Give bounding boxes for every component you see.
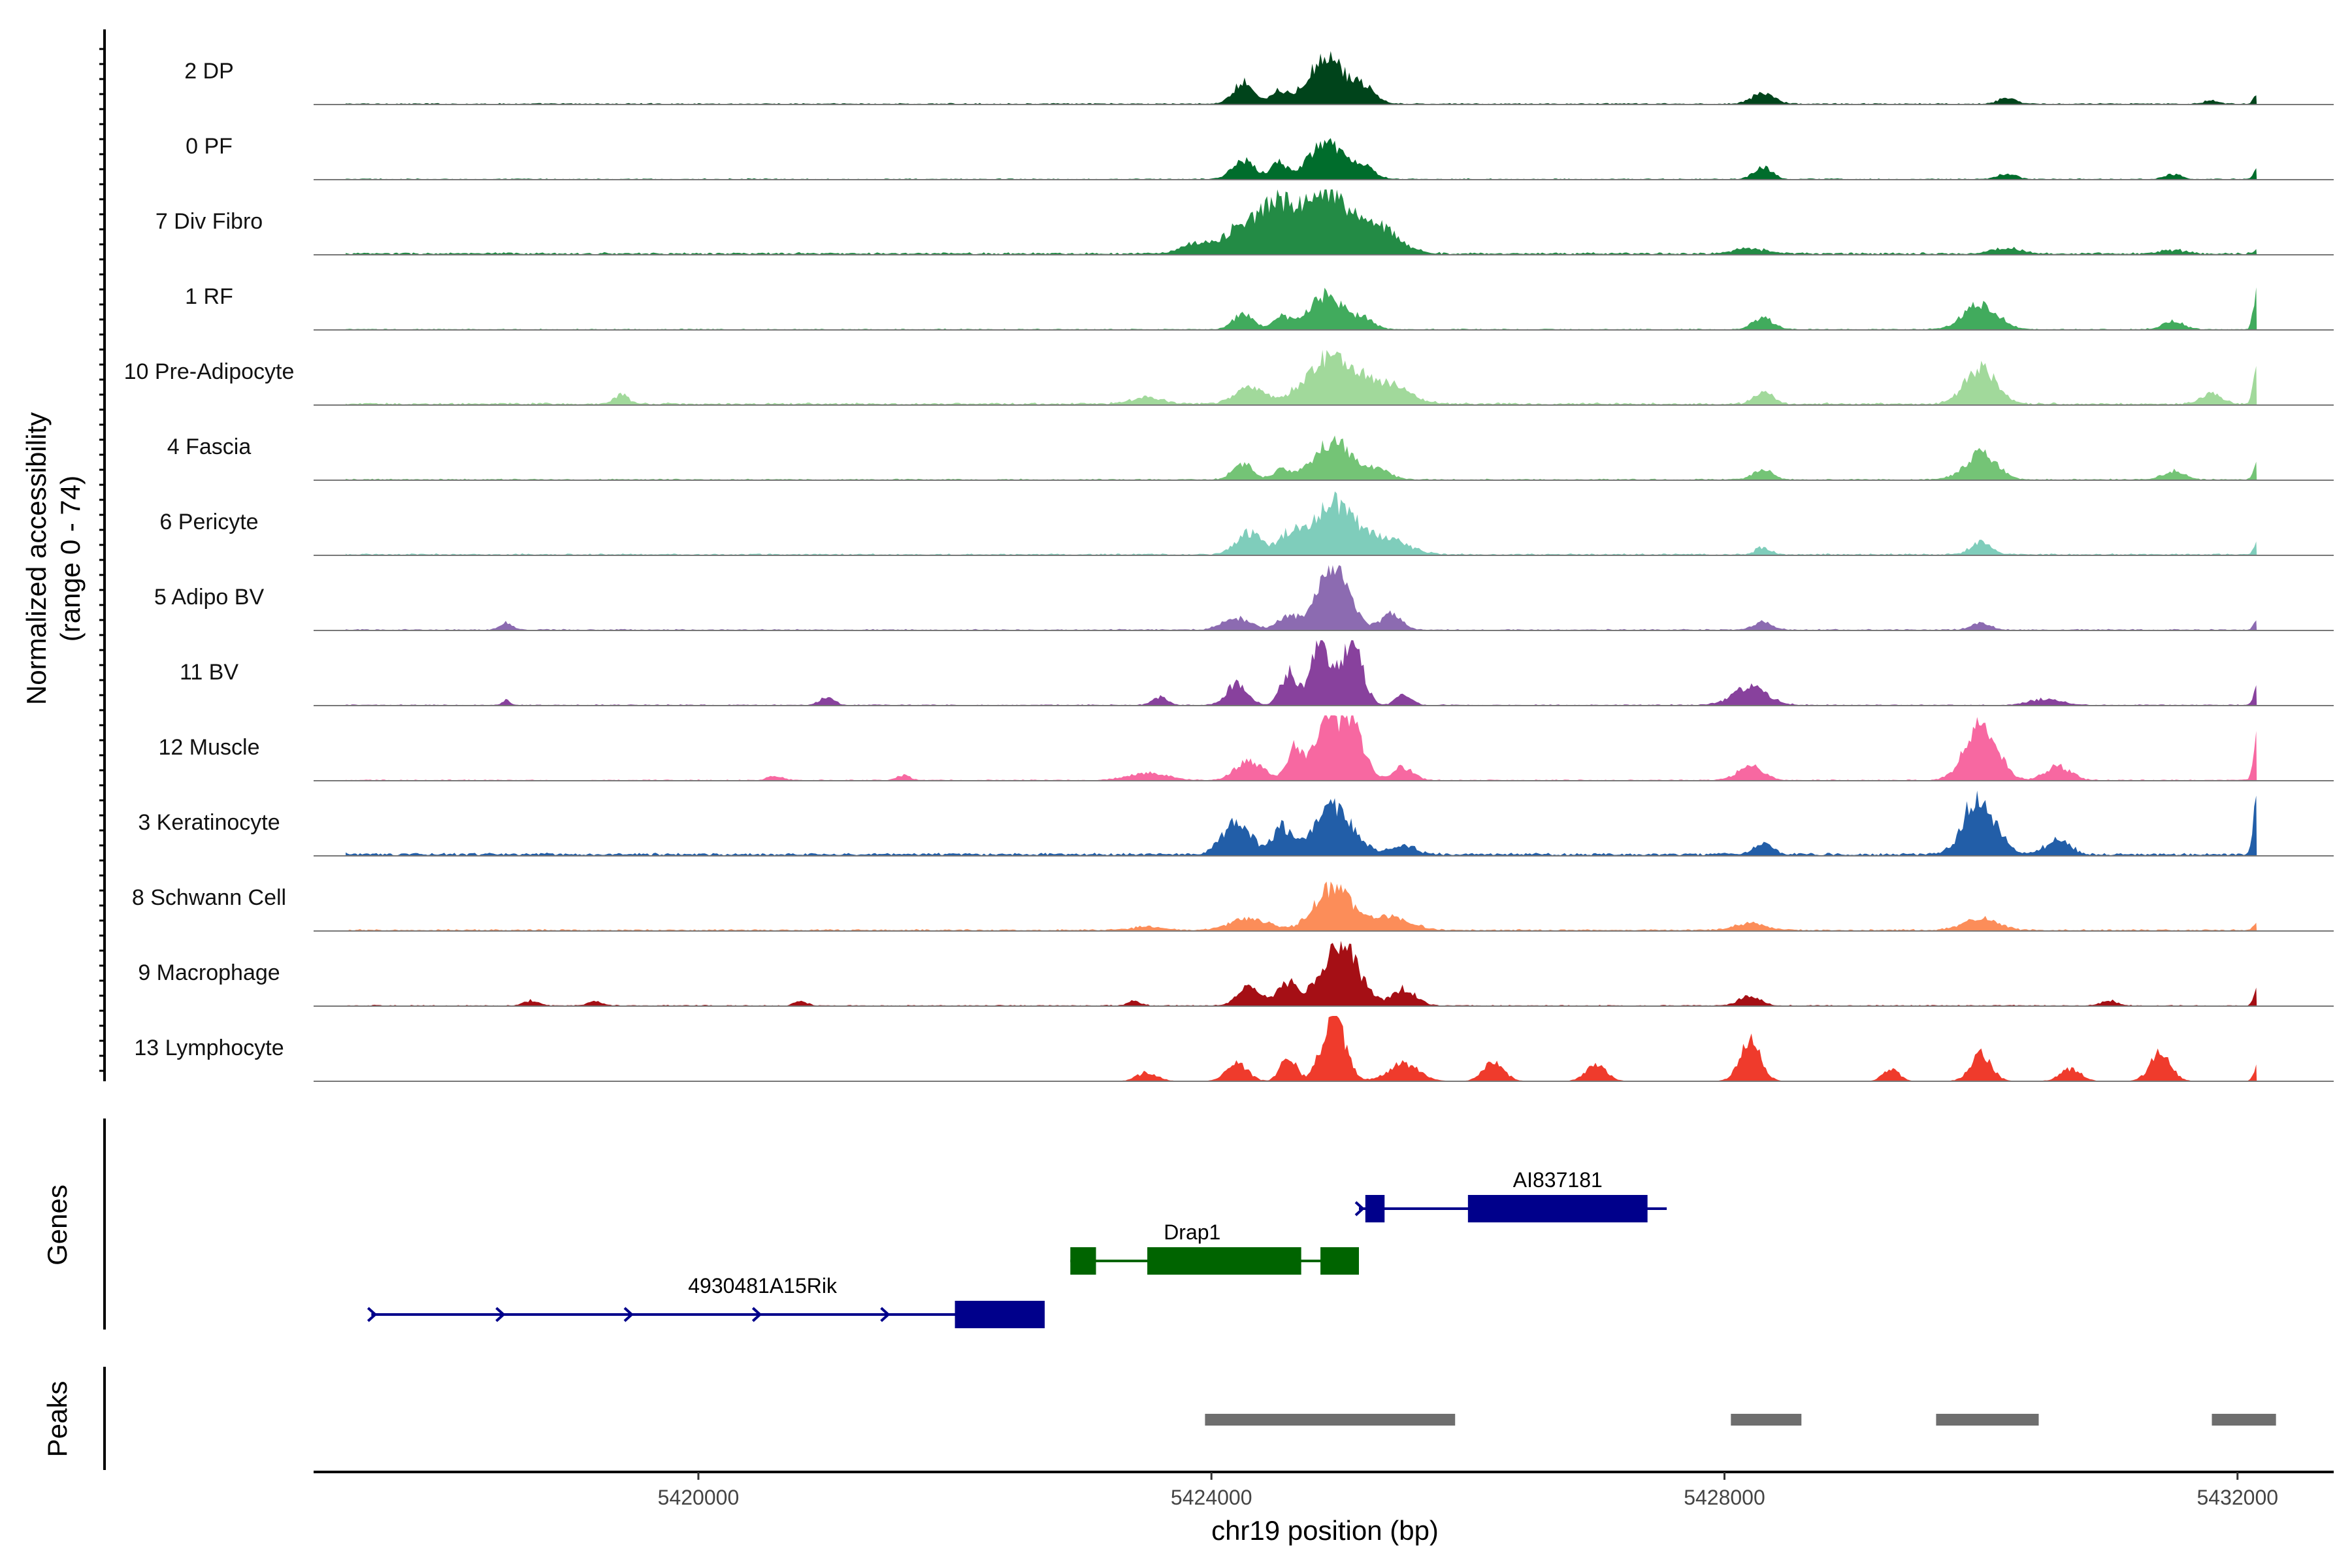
coverage-area (346, 881, 2257, 931)
track-1: 2 DP (184, 51, 2334, 105)
gene-exon (1320, 1247, 1359, 1275)
track-label: 0 PF (186, 134, 233, 159)
x-tick-label: 5420000 (658, 1486, 740, 1509)
genes-panel: Genes 4930481A15Rik Drap1 AI837181 (42, 1119, 1667, 1330)
strand-arrow (623, 1307, 634, 1322)
track-label: 7 Div Fibro (155, 209, 263, 234)
gene-models: 4930481A15Rik Drap1 AI837181 (367, 1168, 1667, 1328)
gene-label: Drap1 (1164, 1220, 1220, 1244)
peak-region (1731, 1414, 1802, 1426)
strand-arrow (751, 1307, 762, 1322)
coverage-area (346, 941, 2257, 1006)
track-6: 4 Fascia (167, 434, 2334, 481)
x-tick-label: 5432000 (2197, 1486, 2278, 1509)
x-tick-label: 5428000 (1684, 1486, 1765, 1509)
coverage-area (346, 565, 2257, 630)
gene-exon (1070, 1247, 1096, 1275)
peak-region (2212, 1414, 2276, 1426)
track-4: 1 RF (185, 284, 2334, 331)
coverage-area (346, 350, 2257, 405)
track-12: 8 Schwann Cell (132, 881, 2334, 932)
track-label: 11 BV (180, 660, 238, 685)
coverage-area (346, 791, 2257, 856)
gene-drap1: Drap1 (1070, 1220, 1359, 1275)
gene-exon (1467, 1195, 1648, 1222)
track-label: 3 Keratinocyte (138, 810, 280, 835)
track-5: 10 Pre-Adipocyte (124, 350, 2334, 406)
track-label: 12 Muscle (159, 735, 260, 760)
gene-exon (1147, 1247, 1301, 1275)
track-label: 6 Pericyte (159, 510, 258, 534)
gene-4930481a15rik: 4930481A15Rik (367, 1274, 1045, 1328)
track-10: 12 Muscle (159, 715, 2334, 781)
y-axis-range: (range 0 - 74) (55, 476, 86, 642)
track-2: 0 PF (186, 134, 2334, 180)
coverage-area (346, 1016, 2257, 1081)
coverage-area (346, 491, 2257, 555)
coverage-area (346, 435, 2257, 480)
track-label: 8 Schwann Cell (132, 885, 286, 910)
track-14: 13 Lymphocyte (134, 1016, 2334, 1082)
coverage-area (346, 640, 2257, 706)
strand-arrow (880, 1307, 890, 1322)
peaks-panel-title: Peaks (42, 1381, 73, 1458)
coverage-area (346, 138, 2257, 180)
coverage-area (346, 189, 2257, 255)
strand-arrow (367, 1307, 378, 1322)
coverage-axis-title: Normalized accessibility (range 0 - 74) (21, 412, 86, 705)
genes-panel-title: Genes (42, 1184, 73, 1266)
gene-label: AI837181 (1513, 1168, 1603, 1192)
track-9: 11 BV (180, 640, 2334, 706)
track-label: 5 Adipo BV (154, 585, 265, 610)
track-13: 9 Macrophage (138, 941, 2334, 1007)
gene-exon (1365, 1195, 1385, 1222)
coverage-tracks: 2 DP 0 PF 7 Div Fibro 1 RF 10 Pre-Adipocyte 4… (124, 51, 2334, 1082)
gene-ai837181: AI837181 (1354, 1168, 1667, 1222)
peak-region (1205, 1414, 1456, 1426)
gene-label: 4930481A15Rik (688, 1274, 838, 1298)
track-label: 4 Fascia (167, 434, 252, 459)
track-3: 7 Div Fibro (155, 189, 2334, 255)
x-axis-title: chr19 position (bp) (1211, 1515, 1439, 1546)
x-tick-label: 5424000 (1171, 1486, 1252, 1509)
track-label: 2 DP (184, 59, 234, 84)
track-label: 10 Pre-Adipocyte (124, 359, 295, 384)
strand-arrow (495, 1307, 506, 1322)
track-label: 1 RF (185, 284, 233, 309)
track-label: 13 Lymphocyte (134, 1036, 284, 1060)
track-label: 9 Macrophage (138, 960, 280, 985)
strand-arrow (1354, 1201, 1365, 1217)
track-7: 6 Pericyte (159, 491, 2334, 556)
coverage-minor-ticks (99, 48, 105, 1072)
gene-exon (955, 1301, 1045, 1328)
peaks-panel: Peaks (42, 1367, 2276, 1470)
track-8: 5 Adipo BV (154, 565, 2334, 631)
coverage-y-axis: Normalized accessibility (range 0 - 74) (21, 29, 106, 1081)
x-axis-ticks: 5420000 5424000 5428000 5432000 (658, 1472, 2278, 1509)
x-axis: 5420000 5424000 5428000 5432000 chr19 posit… (314, 1471, 2334, 1546)
coverage-area (346, 715, 2257, 781)
peak-regions (1205, 1414, 2276, 1426)
y-axis-title: Normalized accessibility (21, 412, 52, 705)
coverage-area (346, 287, 2257, 330)
peak-region (1936, 1414, 2039, 1426)
track-11: 3 Keratinocyte (138, 791, 2334, 857)
coverage-area (346, 51, 2257, 105)
